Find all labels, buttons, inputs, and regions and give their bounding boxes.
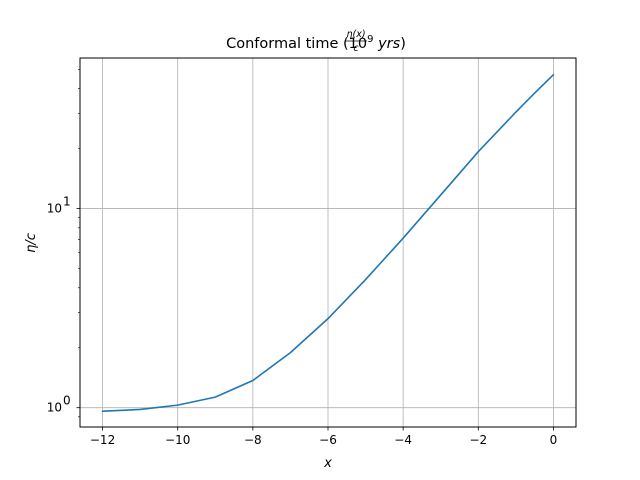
y-axis-label: η/c	[24, 233, 39, 253]
chart-title: Conformal time (109 yrs)	[226, 34, 406, 52]
x-tick-label: −2	[469, 433, 487, 447]
title-open: (10	[343, 36, 367, 52]
y-tick-label-exponent: 0	[63, 394, 71, 408]
title-close: )	[400, 36, 406, 52]
x-tick-label: −10	[165, 433, 190, 447]
series-line	[101, 73, 555, 413]
grid-lines	[80, 58, 576, 427]
title-exponent: 9	[367, 34, 373, 45]
y-tick-label: 10	[47, 202, 62, 216]
x-axis-label: x	[323, 456, 332, 471]
x-tick-label: −6	[319, 433, 337, 447]
title-unit: yrs	[373, 36, 400, 52]
x-tick-label: −4	[394, 433, 412, 447]
x-tick-label: 0	[550, 433, 558, 447]
title-fraction-denominator: c	[353, 43, 359, 54]
y-tick-label-exponent: 1	[63, 195, 71, 209]
title-prefix: Conformal time	[226, 36, 343, 52]
x-tick-label: −12	[90, 433, 115, 447]
x-tick-label: −8	[244, 433, 262, 447]
title-fraction-numerator: η(x)	[346, 29, 365, 40]
y-tick-label: 10	[47, 401, 62, 415]
plot-area	[101, 73, 555, 413]
